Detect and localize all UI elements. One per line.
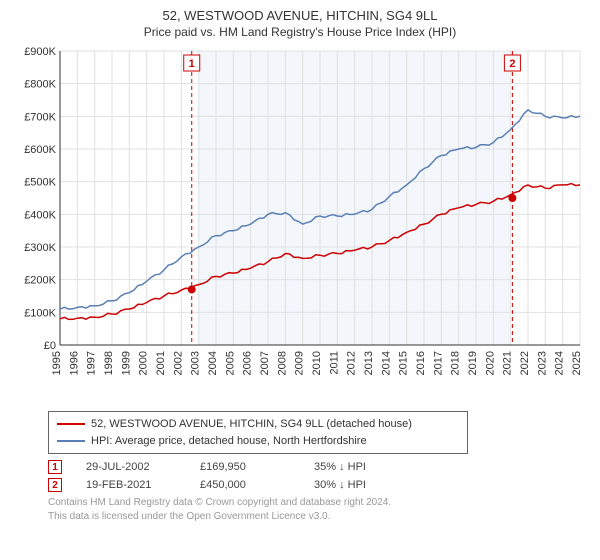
svg-text:£400K: £400K <box>24 209 56 221</box>
svg-text:2009: 2009 <box>294 351 306 375</box>
legend-item: HPI: Average price, detached house, Nort… <box>57 433 459 450</box>
sale-date: 29-JUL-2002 <box>86 461 176 473</box>
svg-text:£700K: £700K <box>24 111 56 123</box>
svg-text:2001: 2001 <box>155 351 167 375</box>
svg-text:2022: 2022 <box>519 351 531 375</box>
sale-marker-box: 2 <box>48 478 62 492</box>
svg-text:£600K: £600K <box>24 144 56 156</box>
svg-text:1997: 1997 <box>86 351 98 375</box>
footer-line-1: Contains HM Land Registry data © Crown c… <box>48 496 582 510</box>
svg-text:2010: 2010 <box>311 351 323 375</box>
legend-box: 52, WESTWOOD AVENUE, HITCHIN, SG4 9LL (d… <box>48 411 468 454</box>
sale-price: £169,950 <box>200 461 290 473</box>
sale-price: £450,000 <box>200 479 290 491</box>
svg-text:2007: 2007 <box>259 351 271 375</box>
sale-delta: 35% ↓ HPI <box>314 461 404 473</box>
svg-text:2014: 2014 <box>380 351 392 375</box>
svg-text:2015: 2015 <box>398 351 410 375</box>
svg-text:1: 1 <box>189 58 195 70</box>
svg-text:£500K: £500K <box>24 177 56 189</box>
sales-table: 1 29-JUL-2002 £169,950 35% ↓ HPI 2 19-FEB-202… <box>48 460 582 492</box>
svg-text:2004: 2004 <box>207 351 219 375</box>
svg-text:2012: 2012 <box>346 351 358 375</box>
sale-row: 2 19-FEB-2021 £450,000 30% ↓ HPI <box>48 478 582 492</box>
svg-text:2021: 2021 <box>502 351 514 375</box>
chart-subtitle: Price paid vs. HM Land Registry's House … <box>0 23 600 45</box>
svg-text:2017: 2017 <box>432 351 444 375</box>
chart-container: 52, WESTWOOD AVENUE, HITCHIN, SG4 9LL Pr… <box>0 0 600 560</box>
footer-attribution: Contains HM Land Registry data © Crown c… <box>48 496 582 524</box>
legend-label: 52, WESTWOOD AVENUE, HITCHIN, SG4 9LL (d… <box>91 416 412 433</box>
svg-text:2000: 2000 <box>138 351 150 375</box>
svg-text:1998: 1998 <box>103 351 115 375</box>
svg-text:1995: 1995 <box>51 351 63 375</box>
svg-text:2016: 2016 <box>415 351 427 375</box>
svg-text:1996: 1996 <box>68 351 80 375</box>
svg-text:£900K: £900K <box>24 46 56 58</box>
svg-text:2: 2 <box>509 58 515 70</box>
svg-text:2005: 2005 <box>224 351 236 375</box>
svg-text:1999: 1999 <box>120 351 132 375</box>
svg-text:2002: 2002 <box>172 351 184 375</box>
svg-text:2025: 2025 <box>571 351 583 375</box>
legend-swatch <box>57 440 85 442</box>
svg-text:2011: 2011 <box>328 351 340 375</box>
sale-delta: 30% ↓ HPI <box>314 479 404 491</box>
sale-date: 19-FEB-2021 <box>86 479 176 491</box>
chart-title: 52, WESTWOOD AVENUE, HITCHIN, SG4 9LL <box>0 0 600 23</box>
sale-marker-box: 1 <box>48 460 62 474</box>
footer-line-2: This data is licensed under the Open Gov… <box>48 510 582 524</box>
svg-text:£300K: £300K <box>24 242 56 254</box>
svg-text:2008: 2008 <box>276 351 288 375</box>
svg-text:2006: 2006 <box>242 351 254 375</box>
legend-label: HPI: Average price, detached house, Nort… <box>91 433 367 450</box>
svg-text:£200K: £200K <box>24 275 56 287</box>
chart-plot-area: £0 £100K £200K £300K £400K £500K £600K £700K £80… <box>18 45 588 405</box>
svg-text:2003: 2003 <box>190 351 202 375</box>
svg-text:£100K: £100K <box>24 307 56 319</box>
svg-text:2013: 2013 <box>363 351 375 375</box>
svg-text:£0: £0 <box>44 340 56 352</box>
legend-swatch <box>57 423 85 425</box>
legend-item: 52, WESTWOOD AVENUE, HITCHIN, SG4 9LL (d… <box>57 416 459 433</box>
svg-text:2019: 2019 <box>467 351 479 375</box>
svg-text:£800K: £800K <box>24 79 56 91</box>
svg-text:2024: 2024 <box>554 351 566 375</box>
sale-row: 1 29-JUL-2002 £169,950 35% ↓ HPI <box>48 460 582 474</box>
chart-svg: £0 £100K £200K £300K £400K £500K £600K £700K £80… <box>18 45 588 405</box>
svg-text:2018: 2018 <box>450 351 462 375</box>
svg-text:2020: 2020 <box>484 351 496 375</box>
svg-text:2023: 2023 <box>536 351 548 375</box>
